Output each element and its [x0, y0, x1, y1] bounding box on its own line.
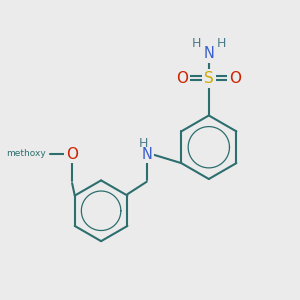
Text: H: H — [139, 136, 148, 150]
Text: S: S — [204, 71, 214, 86]
Text: O: O — [66, 147, 78, 162]
Text: N: N — [141, 147, 152, 162]
Text: H: H — [192, 37, 201, 50]
Text: N: N — [203, 46, 214, 61]
Text: O: O — [229, 71, 241, 86]
Text: H: H — [217, 37, 226, 50]
Text: methoxy: methoxy — [6, 149, 46, 158]
Text: O: O — [177, 71, 189, 86]
